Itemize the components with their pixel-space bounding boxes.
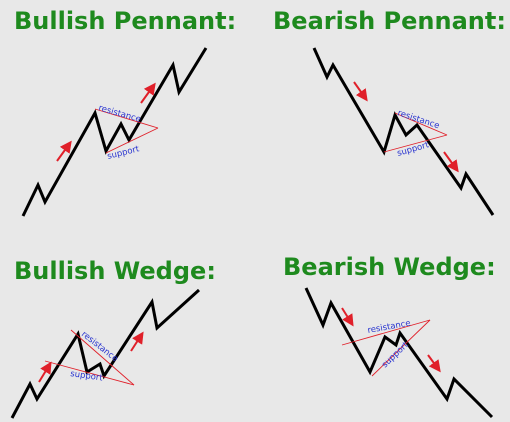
support-label: support (70, 369, 104, 384)
resistance-line (70, 329, 135, 386)
price-line (21, 47, 208, 217)
resistance-line (394, 112, 448, 136)
up-arrow-icon (140, 82, 156, 104)
bullish-pennant-diagram: resistance support (21, 47, 208, 217)
resistance-label: resistance (97, 103, 142, 125)
resistance-line (341, 319, 431, 346)
price-line (10, 288, 201, 419)
bearish-pennant-diagram: resistance support (312, 47, 495, 216)
bearish-wedge-diagram: resistance support (304, 287, 494, 419)
down-arrow-icon (341, 307, 354, 327)
support-label: support (396, 140, 431, 159)
price-line (304, 287, 494, 419)
panel-title-bullish-pennant: Bullish Pennant: (14, 7, 237, 35)
up-arrow-icon (38, 361, 52, 383)
support-label: support (106, 144, 141, 162)
panel-title-bearish-pennant: Bearish Pennant: (273, 7, 506, 35)
panel-title-bearish-wedge: Bearish Wedge: (283, 253, 496, 281)
resistance-label: resistance (367, 319, 412, 336)
down-arrow-icon (353, 81, 368, 102)
support-line (105, 127, 159, 154)
bullish-wedge-diagram: resistance support (10, 288, 201, 419)
support-line (371, 319, 431, 377)
down-arrow-icon (443, 151, 459, 173)
up-arrow-icon (130, 331, 144, 352)
resistance-line (94, 108, 159, 129)
up-arrow-icon (56, 140, 72, 162)
price-line (312, 47, 495, 216)
support-line (383, 134, 448, 153)
panel-title-bullish-wedge: Bullish Wedge: (14, 257, 216, 285)
support-line (44, 360, 135, 386)
down-arrow-icon (427, 354, 441, 373)
